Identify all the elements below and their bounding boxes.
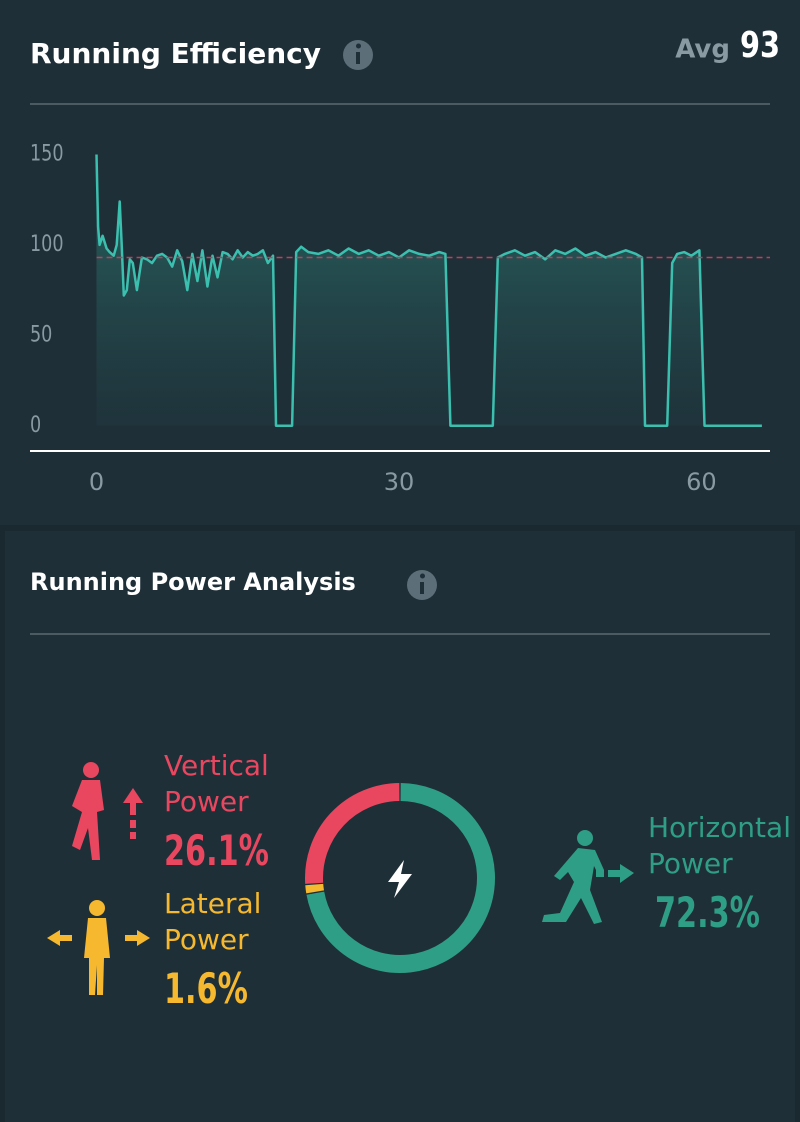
chart-title: Running Power Analysis [30, 568, 356, 596]
horizontal-runner-icon [542, 830, 634, 924]
x-tick-label: 60 [686, 468, 717, 496]
bolt-icon [388, 860, 412, 898]
lateral-figure-icon [47, 900, 150, 995]
donut-segment [305, 883, 325, 894]
card [5, 531, 795, 1122]
power-label: Vertical Power [164, 749, 269, 818]
area [96, 154, 762, 426]
avg-label: Avg [675, 35, 730, 65]
power-label: Horizontal Power [648, 811, 791, 880]
power-label: Lateral Power [164, 887, 262, 956]
power-value: 72.3% [655, 888, 760, 937]
info-icon[interactable] [407, 570, 437, 600]
x-tick-label: 30 [384, 468, 415, 496]
chart-title: Running Efficiency [30, 37, 321, 70]
line [95, 154, 762, 427]
vertical-runner-icon [72, 762, 143, 860]
info-icon[interactable] [343, 40, 373, 70]
avg-value: 93 [740, 24, 780, 66]
power-value: 26.1% [164, 826, 269, 875]
power-value: 1.6% [164, 964, 248, 1013]
x-tick-label: 0 [89, 468, 104, 496]
y-tick-label: 100 [30, 231, 64, 256]
donut-segment [305, 783, 400, 884]
y-tick-label: 50 [30, 321, 52, 346]
y-tick-label: 150 [30, 141, 64, 166]
y-tick-label: 0 [30, 412, 41, 437]
donut-segment [306, 783, 495, 973]
